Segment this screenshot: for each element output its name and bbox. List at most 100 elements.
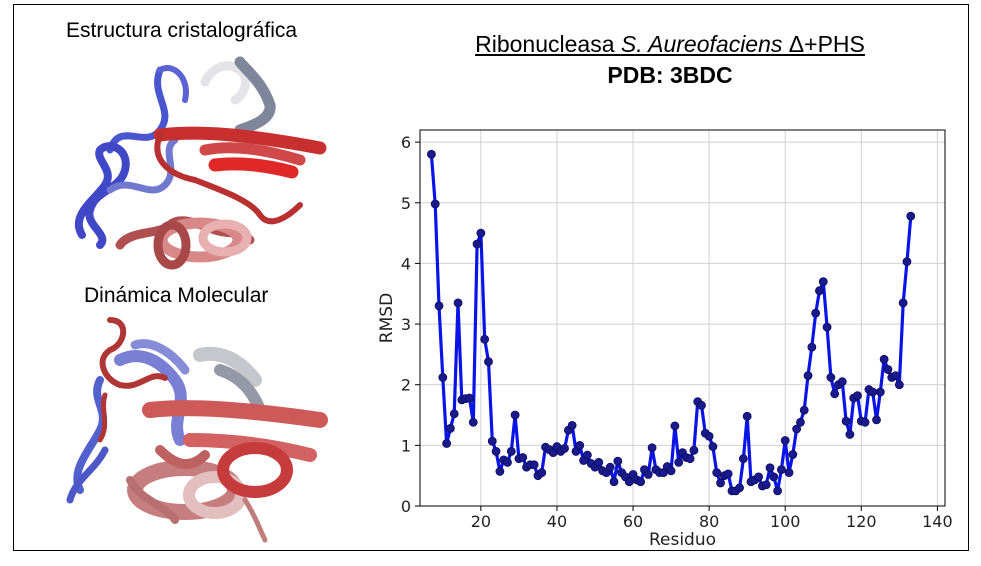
- data-point: [434, 301, 444, 311]
- data-point: [769, 472, 779, 482]
- data-point: [472, 239, 482, 249]
- data-point: [484, 357, 493, 367]
- data-point: [788, 450, 798, 459]
- y-tick-label: 6: [401, 133, 411, 152]
- crystal-structure-image: [74, 56, 327, 270]
- data-point: [697, 400, 706, 410]
- x-tick-label: 40: [547, 512, 567, 531]
- data-point: [708, 442, 718, 451]
- data-point: [773, 486, 783, 496]
- data-point: [567, 420, 577, 430]
- data-point: [853, 391, 862, 401]
- data-point: [860, 417, 870, 427]
- data-point: [449, 409, 459, 419]
- molecular-dynamics-label: Dinámica Molecular: [84, 284, 269, 307]
- data-point: [613, 456, 623, 466]
- data-point: [491, 447, 501, 456]
- data-point: [784, 468, 794, 478]
- x-axis-label: Residuo: [649, 530, 716, 550]
- plot-area: [419, 129, 946, 507]
- data-point: [902, 257, 912, 267]
- data-point: [723, 469, 733, 479]
- title-species: S. Aureofaciens: [620, 31, 783, 57]
- data-point: [480, 334, 490, 344]
- y-tick-label: 4: [401, 254, 411, 273]
- data-point: [792, 424, 802, 434]
- data-point: [465, 393, 474, 403]
- data-point: [891, 371, 900, 381]
- data-point: [738, 454, 748, 464]
- data-point: [453, 298, 463, 308]
- data-point: [777, 465, 786, 475]
- y-axis-label: RMSD: [377, 293, 397, 343]
- data-point: [712, 468, 722, 478]
- x-tick-label: 100: [770, 512, 801, 531]
- data-point: [807, 342, 817, 352]
- x-tick-label: 20: [471, 512, 491, 531]
- data-point: [537, 468, 547, 478]
- data-point: [666, 466, 676, 476]
- data-point: [822, 322, 832, 332]
- data-point: [560, 443, 569, 453]
- chart-title: Ribonucleasa S. Aureofaciens Δ+PHS: [440, 31, 900, 58]
- y-tick-label: 0: [401, 497, 411, 516]
- data-point: [487, 436, 497, 446]
- data-point: [468, 417, 478, 427]
- data-point: [879, 354, 889, 364]
- data-point: [503, 457, 512, 467]
- data-point: [518, 453, 528, 462]
- data-point: [883, 365, 893, 374]
- x-tick-label: 140: [922, 512, 953, 531]
- data-point: [438, 373, 448, 382]
- data-point: [818, 277, 828, 287]
- data-point: [845, 430, 855, 439]
- data-point: [780, 436, 790, 445]
- data-point: [605, 462, 615, 472]
- data-point: [765, 463, 775, 473]
- data-point: [495, 467, 505, 476]
- data-point: [868, 387, 878, 397]
- data-point: [594, 457, 604, 467]
- data-point: [529, 460, 539, 470]
- data-point: [875, 387, 885, 397]
- series-line: [429, 154, 913, 493]
- data-point: [670, 421, 680, 431]
- data-point: [826, 373, 836, 382]
- y-tick-label: 3: [401, 315, 411, 334]
- molecular-dynamics-image: [66, 317, 328, 543]
- title-prefix: Ribonucleasa: [475, 31, 621, 57]
- chart-subtitle: PDB: 3BDC: [607, 62, 733, 88]
- data-point: [894, 380, 904, 390]
- data-point: [427, 149, 436, 159]
- data-point: [636, 477, 646, 487]
- title-suffix: Δ+PHS: [782, 31, 865, 57]
- data-point: [799, 405, 809, 415]
- data-point: [609, 477, 619, 487]
- data-point: [582, 450, 592, 460]
- data-point: [872, 415, 881, 425]
- data-point: [476, 228, 486, 238]
- data-point: [685, 454, 695, 464]
- data-point: [510, 410, 520, 420]
- data-point: [674, 457, 684, 467]
- y-tick-label: 5: [401, 194, 411, 213]
- data-point: [716, 478, 725, 488]
- data-point: [643, 470, 653, 479]
- data-point: [796, 417, 805, 427]
- data-point: [430, 199, 440, 209]
- data-point: [837, 377, 847, 387]
- data-point: [689, 445, 699, 455]
- data-point: [647, 443, 657, 453]
- data-point: [898, 298, 908, 308]
- data-point: [742, 411, 752, 421]
- data-point: [761, 480, 771, 490]
- data-point: [575, 440, 585, 450]
- data-point: [815, 286, 824, 296]
- x-tick-label: 80: [699, 512, 719, 531]
- data-point: [841, 416, 851, 426]
- y-tick-label: 2: [401, 376, 411, 395]
- y-tick-label: 1: [401, 436, 411, 455]
- data-point: [446, 423, 455, 433]
